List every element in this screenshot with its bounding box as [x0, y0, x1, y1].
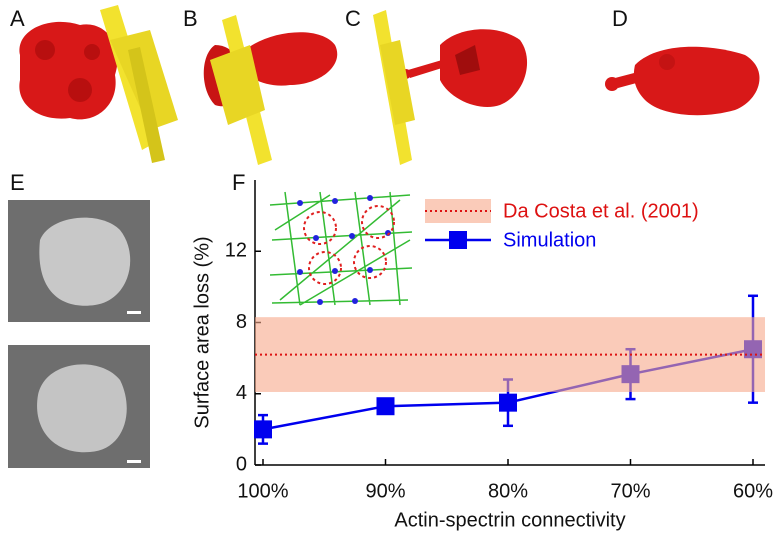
y-tick-label: 0 — [236, 453, 247, 475]
panel-label: A — [10, 6, 25, 31]
x-axis-label: Actin-spectrin connectivity — [394, 509, 625, 531]
legend-label: Da Costa et al. (2001) — [503, 200, 699, 222]
render-b — [203, 15, 338, 165]
marker — [499, 393, 517, 412]
x-tick-label: 70% — [610, 480, 650, 502]
render-c — [373, 10, 528, 165]
panel-label: D — [612, 6, 628, 31]
legend-label: Simulation — [503, 229, 596, 251]
panel-label: E — [10, 170, 25, 195]
legend-marker — [449, 231, 467, 249]
render-a — [19, 5, 178, 163]
x-tick-label: 60% — [733, 480, 773, 502]
y-axis-label: Surface area loss (%) — [191, 236, 213, 428]
inset-network — [268, 190, 416, 308]
x-tick-label: 80% — [488, 480, 528, 502]
y-tick-label: 4 — [236, 382, 247, 404]
marker — [376, 397, 395, 416]
render-d — [605, 46, 760, 116]
x-tick-label: 100% — [237, 480, 288, 502]
sem-images — [8, 200, 150, 468]
marker — [254, 420, 272, 439]
panel-label: F — [232, 170, 245, 195]
y-tick-label: 12 — [225, 240, 247, 262]
y-tick-label: 8 — [236, 311, 247, 333]
panel-label: B — [183, 6, 198, 31]
panel-label: C — [345, 6, 361, 31]
x-tick-label: 90% — [365, 480, 405, 502]
